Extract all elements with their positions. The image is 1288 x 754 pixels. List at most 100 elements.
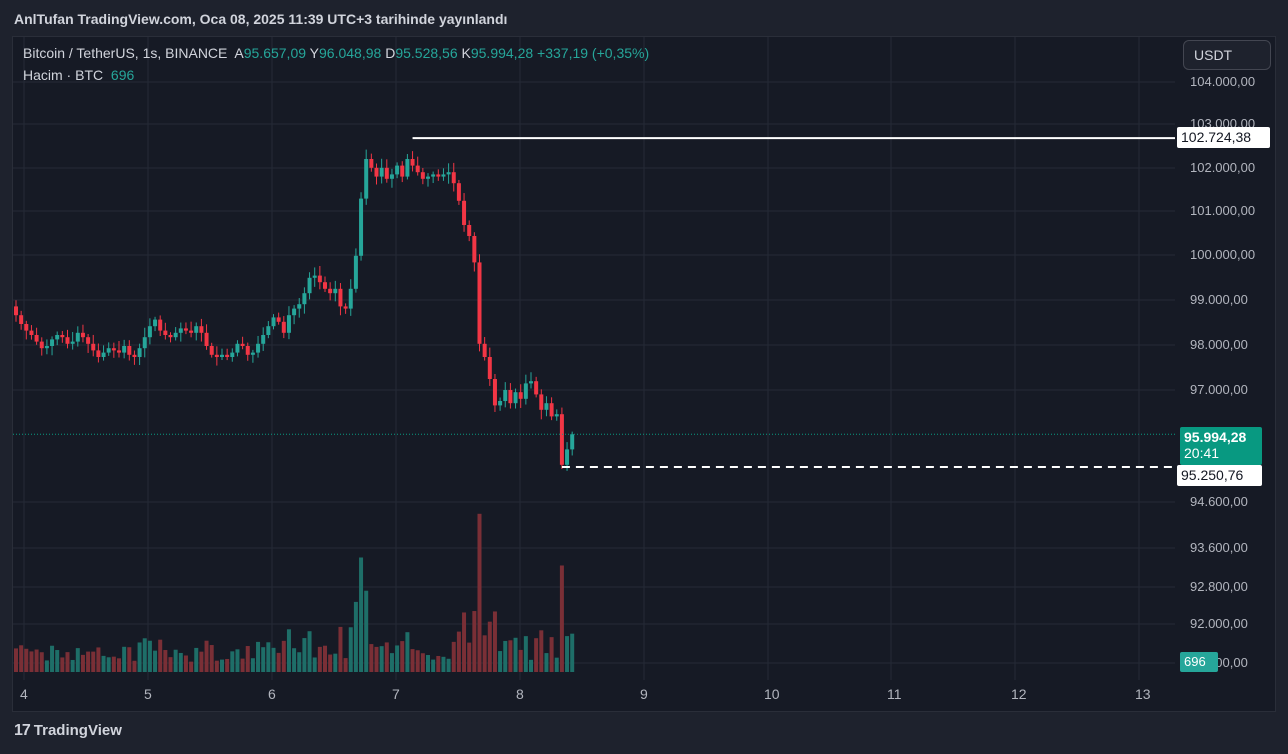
- time-tick-label: 7: [392, 686, 400, 702]
- volume-bar: [214, 660, 219, 672]
- candle-body: [302, 293, 307, 305]
- volume-bar: [348, 627, 353, 672]
- volume-legend: Hacim · BTC 696: [23, 67, 134, 83]
- volume-bar: [431, 659, 436, 672]
- candle-body: [554, 414, 559, 417]
- candle-body: [420, 172, 425, 179]
- volume-key[interactable]: Hacim · BTC: [23, 67, 104, 83]
- volume-bar: [106, 657, 111, 672]
- volume-bar: [498, 651, 503, 672]
- candle-body: [24, 324, 29, 331]
- volume-bar: [508, 640, 513, 672]
- price-tick-label: 104.000,00: [1190, 74, 1256, 89]
- candle-body: [369, 159, 374, 168]
- candle-body: [142, 337, 147, 349]
- volume-bar: [178, 652, 183, 672]
- volume-bar: [86, 651, 91, 672]
- candle-body: [477, 262, 482, 344]
- candle-body: [487, 357, 492, 379]
- change-value: +337,19 (+0,35%): [537, 45, 650, 61]
- volume-bar: [410, 649, 415, 672]
- candle-body: [163, 330, 168, 335]
- time-tick-label: 13: [1135, 686, 1151, 702]
- volume-bar: [240, 658, 245, 672]
- candle-body: [75, 332, 80, 342]
- candle-body: [137, 348, 142, 357]
- candle-body: [183, 328, 188, 331]
- volume-bar: [317, 646, 322, 672]
- candle-body: [70, 341, 75, 344]
- volume-bar: [529, 659, 533, 672]
- candle-body: [534, 381, 539, 395]
- volume-bar: [225, 658, 230, 672]
- candle-body: [158, 319, 163, 331]
- volume-bar: [436, 655, 441, 672]
- volume-bar: [565, 636, 570, 672]
- volume-bar: [137, 642, 142, 672]
- candle-body: [91, 343, 96, 351]
- volume-bar: [44, 660, 49, 672]
- candle-body: [307, 277, 312, 294]
- volume-bar: [441, 656, 446, 672]
- grid-lines: [13, 37, 1175, 680]
- candle-body: [29, 330, 34, 335]
- volume-bar: [487, 621, 492, 672]
- volume-bar: [199, 651, 204, 672]
- price-tick-label: 92.000,00: [1190, 616, 1248, 631]
- symbol-name[interactable]: Bitcoin / TetherUS, 1s, BINANCE: [23, 45, 228, 61]
- candle-body: [44, 346, 49, 349]
- candle-body: [199, 326, 204, 333]
- candle-body: [60, 335, 65, 338]
- price-tick-label: 94.600,00: [1190, 494, 1248, 509]
- candle-body: [235, 343, 240, 353]
- volume-bar: [333, 653, 338, 672]
- volume-bar: [65, 652, 70, 672]
- candle-body: [539, 394, 544, 410]
- candle-body: [338, 288, 343, 307]
- volume-bar: [142, 638, 147, 672]
- candle-body: [436, 174, 441, 177]
- candle-body: [431, 174, 436, 177]
- volume-bar: [559, 565, 564, 672]
- price-tick-label: 100.000,00: [1190, 247, 1256, 262]
- candle-body: [389, 174, 394, 179]
- candle-body: [312, 275, 317, 278]
- candle-body: [410, 159, 415, 166]
- volume-bar: [549, 637, 554, 672]
- volume-bar: [250, 658, 255, 672]
- candle-body: [250, 352, 255, 355]
- time-tick-label: 8: [516, 686, 524, 702]
- volume-bar: [323, 645, 327, 672]
- volume-bar: [132, 660, 137, 672]
- volume-bar: [513, 637, 518, 672]
- candle-body: [266, 326, 271, 335]
- candle-body: [209, 346, 214, 355]
- volume-bar: [60, 657, 65, 672]
- volume-bar: [101, 655, 106, 672]
- volume-bar: [286, 629, 291, 672]
- volume-bar: [235, 649, 240, 672]
- volume-bar: [292, 648, 297, 672]
- candle-body: [86, 337, 91, 344]
- tradingview-brand[interactable]: 17 TradingView: [14, 722, 122, 740]
- currency-button[interactable]: USDT: [1183, 40, 1271, 70]
- volume-bar: [29, 651, 34, 672]
- volume-bar: [302, 638, 307, 672]
- volume-bar: [369, 644, 374, 672]
- candle-body: [467, 225, 472, 236]
- low-value: 95.528,56: [395, 45, 458, 61]
- volume-bar: [55, 650, 60, 672]
- volume-bar: [472, 611, 477, 672]
- candle-body: [513, 392, 518, 404]
- volume-bar: [127, 647, 132, 672]
- volume-bar: [446, 658, 451, 672]
- candle-body: [173, 332, 178, 338]
- candle-body: [34, 335, 39, 342]
- volume-bar: [158, 639, 163, 672]
- volume-bar: [91, 651, 96, 672]
- volume-bar: [96, 647, 101, 672]
- volume-bar: [220, 659, 224, 672]
- volume-bar: [163, 650, 168, 672]
- tradingview-logo-icon: 17: [14, 722, 31, 739]
